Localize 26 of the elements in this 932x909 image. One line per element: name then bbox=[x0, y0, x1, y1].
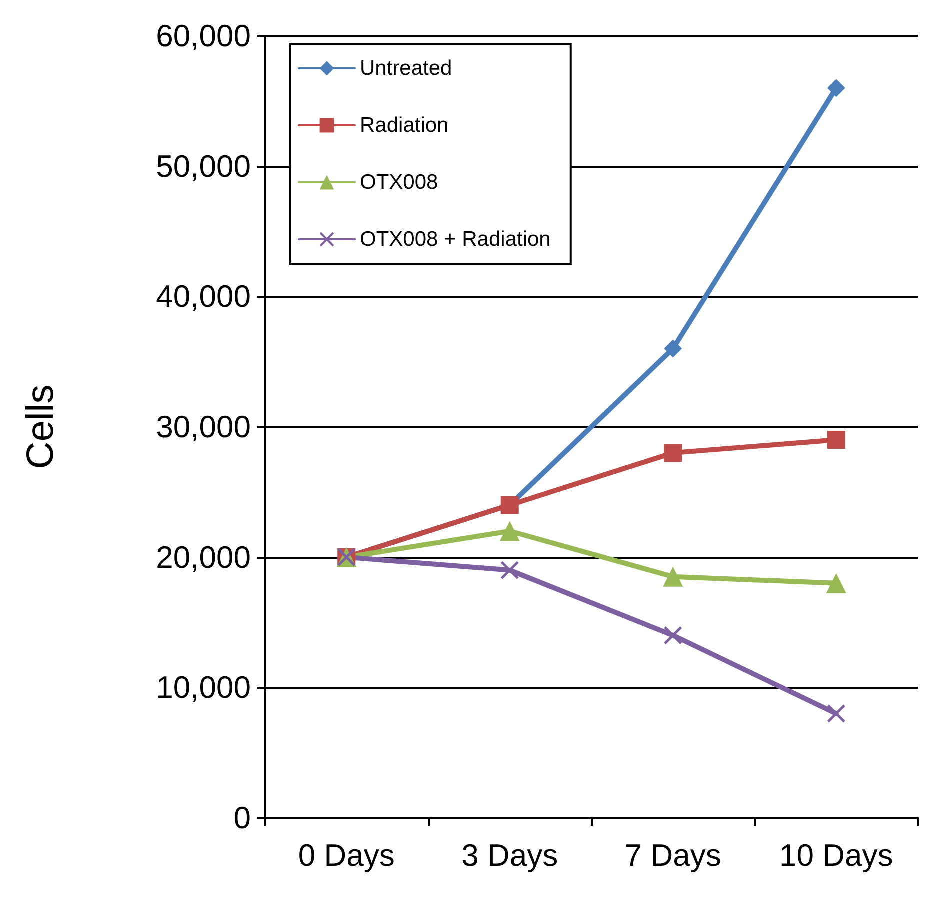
point bbox=[827, 431, 846, 450]
y-tick-label: 50,000 bbox=[156, 148, 251, 184]
legend-label: OTX008 bbox=[360, 171, 438, 194]
point bbox=[664, 340, 682, 358]
point bbox=[827, 704, 846, 723]
point bbox=[664, 626, 682, 645]
point bbox=[663, 566, 684, 587]
y-tick-label: 0 bbox=[234, 800, 251, 836]
x-tick-label: 0 Days bbox=[298, 838, 395, 873]
y-tick-label: 40,000 bbox=[156, 279, 251, 314]
y-tick-label: 10,000 bbox=[156, 670, 251, 706]
legend-label: Radiation bbox=[360, 114, 449, 137]
x-tick-label: 7 Days bbox=[624, 838, 722, 873]
y-tick-label: 20,000 bbox=[156, 540, 251, 575]
point bbox=[500, 561, 519, 580]
x-tick-label: 3 Days bbox=[462, 838, 558, 873]
y-tick-label: 60,000 bbox=[156, 18, 251, 54]
y-axis-title: Cells bbox=[20, 384, 62, 470]
point bbox=[826, 573, 846, 594]
point bbox=[827, 79, 846, 98]
point bbox=[500, 521, 520, 542]
x-tick-label: 10 Days bbox=[780, 838, 894, 873]
point bbox=[664, 444, 682, 462]
legend-label: Untreated bbox=[360, 57, 452, 80]
y-tick-label: 30,000 bbox=[156, 410, 251, 444]
legend-label: OTX008 + Radiation bbox=[360, 228, 551, 251]
